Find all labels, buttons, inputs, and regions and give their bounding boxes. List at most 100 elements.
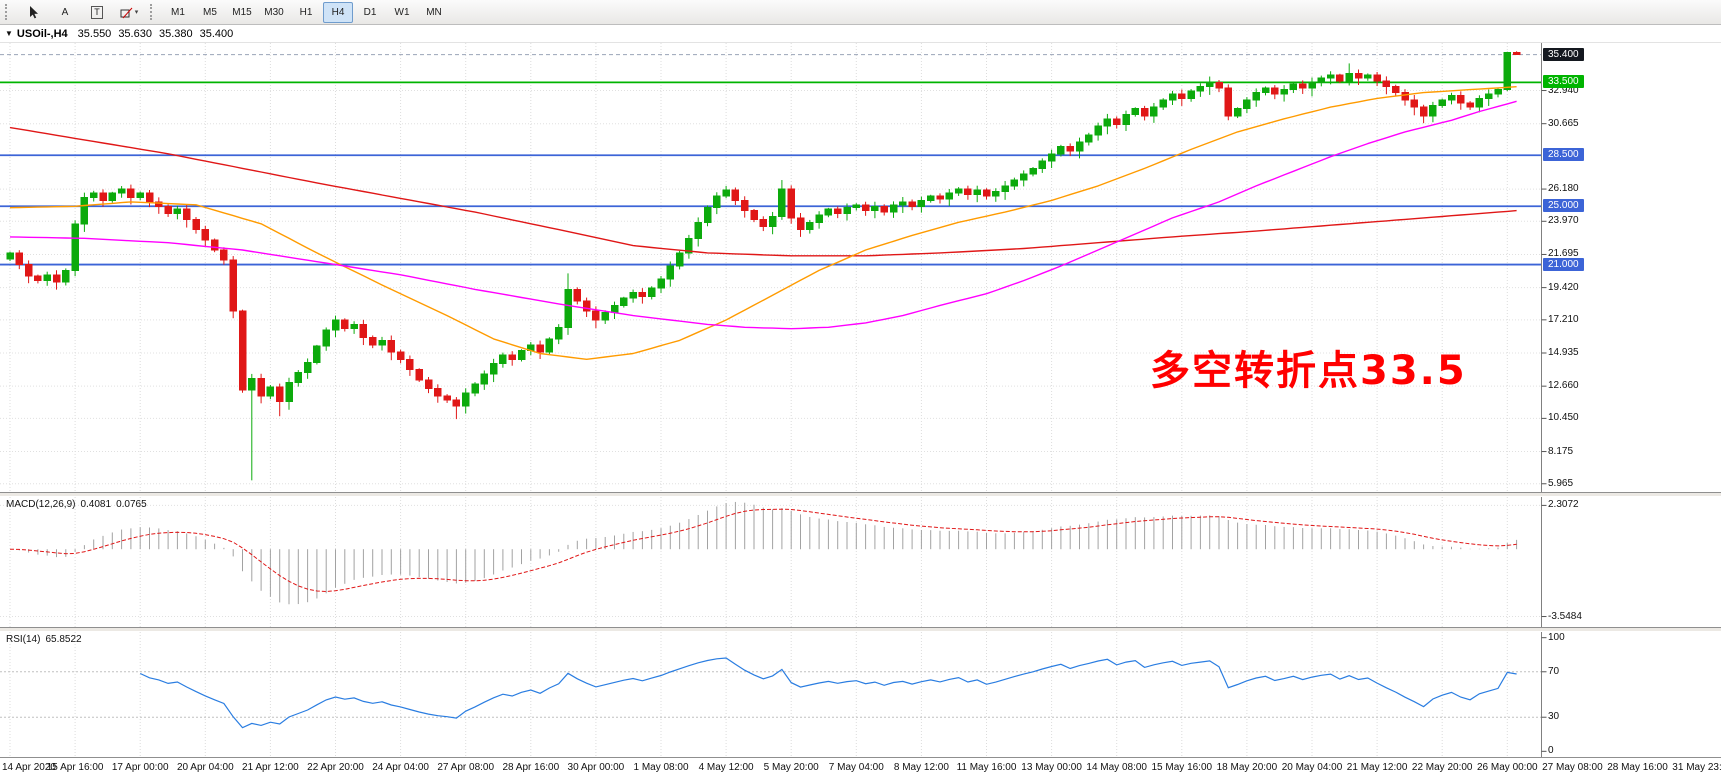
time-tick: 11 May 16:00 <box>956 762 1017 773</box>
macd-canvas[interactable] <box>0 497 1721 627</box>
macd-tick: -3.5484 <box>1548 610 1582 622</box>
price-tick: 12.660 <box>1548 380 1579 392</box>
time-tick: 8 May 12:00 <box>893 762 949 773</box>
text-tool-glyph: A <box>61 6 69 18</box>
panel-separator[interactable] <box>0 627 1721 632</box>
red-ma-line <box>9 126 1517 257</box>
price-marker-21.000: 21.000 <box>1543 257 1584 271</box>
shapes-icon <box>120 7 133 18</box>
time-tick: 20 Apr 04:00 <box>176 762 234 773</box>
time-tick: 21 Apr 12:00 <box>242 762 299 773</box>
timeframe-button-h4[interactable]: H4 <box>323 1 353 23</box>
rsi-canvas[interactable] <box>0 632 1721 757</box>
price-tick: 21.695 <box>1548 248 1579 260</box>
macd-name: MACD(12,26,9) <box>6 499 76 510</box>
time-tick: 20 May 04:00 <box>1281 762 1343 773</box>
timeframe-button-w1[interactable]: W1 <box>394 6 410 18</box>
chart-dropdown-icon[interactable]: ▼ <box>5 29 13 38</box>
time-tick: 1 May 08:00 <box>633 762 689 773</box>
magenta-ma-line <box>9 100 1517 330</box>
macd-signal-line <box>9 508 1517 593</box>
chart-annotation-text: 多空转折点33.5 <box>1150 348 1467 394</box>
time-tick: 21 May 12:00 <box>1346 762 1408 773</box>
time-tick: 24 Apr 04:00 <box>372 762 429 773</box>
price-tick: 23.970 <box>1548 215 1579 227</box>
chart-ohlc: 35.550 35.630 35.380 35.400 <box>78 28 241 40</box>
time-tick: 5 May 20:00 <box>763 762 819 773</box>
toolbar-gripper[interactable] <box>150 4 157 20</box>
macd-label: MACD(12,26,9) 0.4081 0.0765 <box>6 499 152 510</box>
time-tick: 17 Apr 00:00 <box>111 762 169 773</box>
toolbar: A T ▾ M1 M5 M15 M30 H1 H4 D1 W1 MN <box>0 0 1721 25</box>
price-tick: 14.935 <box>1548 346 1579 358</box>
macd-signal-value: 0.0765 <box>116 499 147 510</box>
timeframe-button-m5[interactable]: M5 <box>203 6 217 18</box>
rsi-line <box>139 657 1517 729</box>
price-tick: 26.180 <box>1548 183 1579 195</box>
time-tick: 14 Apr 2020 <box>2 762 56 773</box>
time-tick: 27 May 08:00 <box>1542 762 1603 773</box>
chevron-down-icon: ▾ <box>134 9 139 16</box>
rsi-tick: 0 <box>1548 745 1554 757</box>
rsi-value: 65.8522 <box>45 634 82 645</box>
price-tick: 8.175 <box>1548 445 1574 457</box>
chart-header: ▼ USOil-,H4 35.550 35.630 35.380 35.400 <box>0 25 1721 43</box>
time-tick: 27 Apr 08:00 <box>437 762 495 773</box>
time-tick: 4 May 12:00 <box>698 762 754 773</box>
time-tick: 30 Apr 00:00 <box>567 762 625 773</box>
time-tick: 28 Apr 16:00 <box>502 762 560 773</box>
macd-tick: 2.3072 <box>1548 499 1579 511</box>
ohlc-high: 35.630 <box>118 27 152 40</box>
timeframe-button-h1[interactable]: H1 <box>299 6 313 18</box>
time-tick: 22 Apr 20:00 <box>307 762 364 773</box>
ohlc-close: 35.400 <box>199 27 234 40</box>
price-marker-33.500: 33.500 <box>1543 75 1584 89</box>
cursor-tool-button[interactable] <box>18 2 48 23</box>
price-tick: 32.940 <box>1548 84 1579 96</box>
rsi-tick: 100 <box>1548 632 1565 643</box>
price-marker-28.500: 28.500 <box>1543 148 1584 162</box>
time-tick: 15 May 16:00 <box>1151 762 1213 773</box>
rsi-panel[interactable]: RSI(14) 65.8522 100 70 30 0 <box>0 632 1721 757</box>
main-chart-canvas[interactable] <box>0 43 1721 492</box>
arrows-tool-button[interactable]: ▾ <box>114 2 144 23</box>
rsi-tick: 70 <box>1548 665 1560 677</box>
drawing-tools-group: A T ▾ <box>17 2 145 23</box>
text-tool-button[interactable]: A <box>50 2 80 23</box>
timeframe-button-m1[interactable]: M1 <box>171 6 185 18</box>
text-label-tool-glyph: T <box>91 5 103 19</box>
chart-symbol-period: USOil-,H4 <box>16 27 68 40</box>
timeframe-button-d1[interactable]: D1 <box>363 6 377 18</box>
ohlc-low: 35.380 <box>158 27 193 40</box>
timeframe-group: M1 M5 M15 M30 H1 H4 D1 W1 MN <box>162 1 450 23</box>
time-tick: 7 May 04:00 <box>828 762 884 773</box>
timeframe-button-mn[interactable]: MN <box>426 6 442 18</box>
time-tick: 26 May 00:00 <box>1476 762 1538 773</box>
main-chart-panel[interactable]: 32.940 30.665 26.180 23.970 21.695 19.420 17.2… <box>0 43 1721 492</box>
time-tick: 31 May 23:00 <box>1672 762 1721 773</box>
time-tick: 18 May 20:00 <box>1216 762 1278 773</box>
text-label-tool-button[interactable]: T <box>82 2 112 23</box>
macd-main-value: 0.4081 <box>80 499 112 510</box>
timeframe-button-m15[interactable]: M15 <box>232 6 252 18</box>
toolbar-gripper[interactable] <box>5 4 12 20</box>
price-marker-35.400: 35.400 <box>1543 47 1584 61</box>
rsi-label: RSI(14) 65.8522 <box>6 634 87 645</box>
macd-panel[interactable]: MACD(12,26,9) 0.4081 0.0765 2.3072 -3.5484 <box>0 497 1721 627</box>
ohlc-open: 35.550 <box>77 27 112 40</box>
price-tick: 30.665 <box>1548 117 1579 129</box>
time-tick: 15 Apr 16:00 <box>46 762 104 773</box>
price-tick: 19.420 <box>1548 281 1579 293</box>
price-tick: 10.450 <box>1548 412 1579 424</box>
price-tick: 5.965 <box>1548 477 1574 489</box>
timeframe-button-m30[interactable]: M30 <box>264 6 284 18</box>
price-marker-25.000: 25.000 <box>1543 199 1584 213</box>
time-tick: 22 May 20:00 <box>1411 762 1473 773</box>
time-axis[interactable]: 14 Apr 2020 15 Apr 16:00 17 Apr 00:00 20 Ap… <box>0 757 1721 782</box>
time-tick: 14 May 08:00 <box>1086 762 1147 773</box>
time-tick: 28 May 16:00 <box>1607 762 1668 773</box>
panel-separator[interactable] <box>0 492 1721 497</box>
rsi-tick: 30 <box>1548 711 1560 723</box>
time-tick: 13 May 00:00 <box>1021 762 1082 773</box>
